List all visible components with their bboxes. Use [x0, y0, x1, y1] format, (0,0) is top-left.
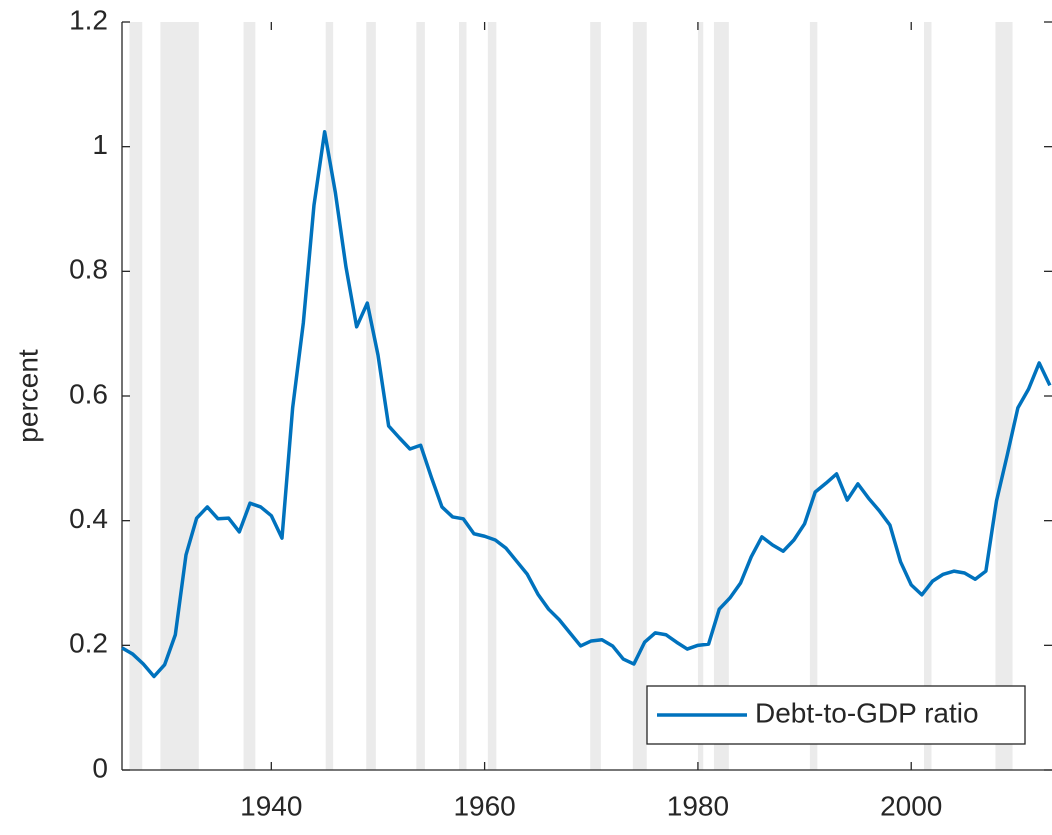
- recession-band: [697, 22, 704, 770]
- recession-band: [129, 22, 143, 770]
- y-tick-label: 0.8: [69, 254, 108, 285]
- y-tick-label: 0.6: [69, 378, 108, 409]
- x-tick-label: 2000: [880, 790, 942, 821]
- y-axis-label: percent: [12, 349, 43, 443]
- recession-band: [809, 22, 818, 770]
- recession-band: [713, 22, 729, 770]
- recession-band: [487, 22, 497, 770]
- data-line: [121, 129, 1052, 679]
- x-tick-label: 1960: [453, 790, 515, 821]
- y-tick-label: 0.4: [69, 503, 108, 534]
- y-tick-label: 0: [92, 752, 108, 783]
- legend-label: Debt-to-GDP ratio: [755, 697, 979, 728]
- recession-band: [590, 22, 601, 770]
- recession-band: [366, 22, 376, 770]
- y-tick-label: 1.2: [69, 4, 108, 35]
- x-tick-label: 1940: [240, 790, 302, 821]
- recession-band: [325, 22, 334, 770]
- x-tick-label: 1980: [667, 790, 729, 821]
- y-tick-label: 0.2: [69, 628, 108, 659]
- y-tick-label: 1: [92, 129, 108, 160]
- recession-band: [416, 22, 425, 770]
- recession-band: [459, 22, 467, 770]
- recession-band: [632, 22, 647, 770]
- recession-band: [995, 22, 1013, 770]
- recession-band: [243, 22, 256, 770]
- recession-band: [924, 22, 932, 770]
- recession-band: [160, 22, 199, 770]
